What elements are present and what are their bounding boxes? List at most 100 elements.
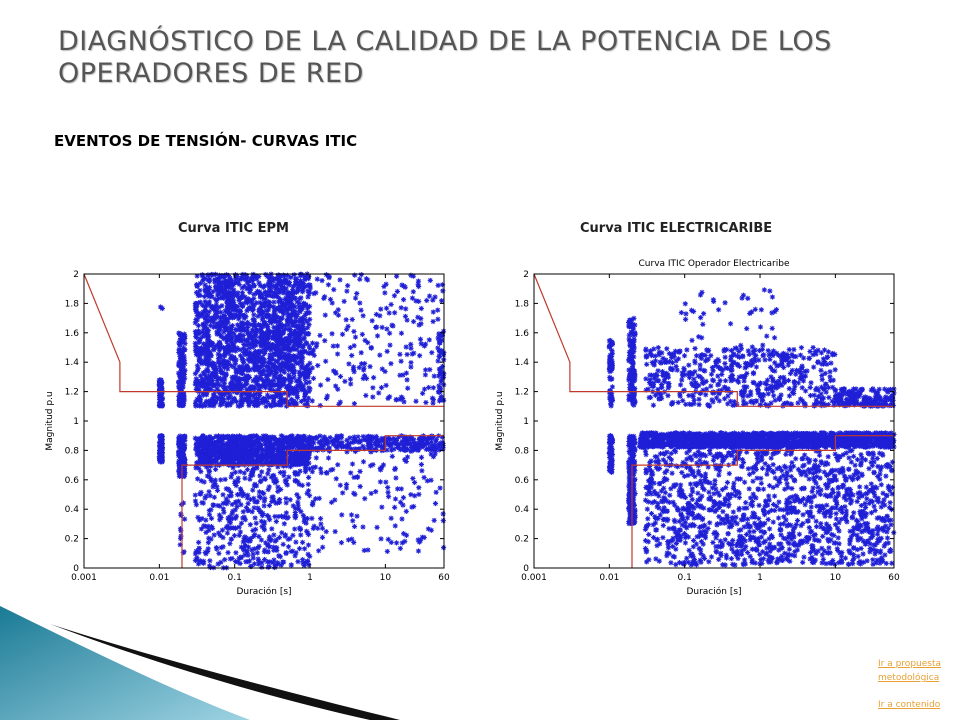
data-point	[285, 544, 292, 550]
data-point	[798, 371, 804, 377]
data-point	[387, 342, 393, 348]
data-point	[227, 556, 233, 562]
data-point	[180, 376, 186, 382]
data-point	[423, 399, 429, 406]
data-point	[277, 352, 283, 358]
data-point	[362, 361, 368, 367]
data-point	[236, 491, 242, 498]
data-point	[626, 392, 632, 399]
data-point	[177, 401, 183, 407]
data-point	[222, 476, 228, 482]
data-point	[299, 279, 305, 285]
data-point	[221, 363, 227, 369]
data-point	[271, 324, 277, 330]
data-point	[221, 509, 227, 515]
data-point	[227, 451, 233, 457]
data-point	[410, 289, 416, 295]
data-point	[725, 365, 731, 371]
data-point	[245, 552, 251, 558]
data-point	[628, 396, 634, 402]
data-point	[385, 484, 391, 491]
data-point	[304, 305, 311, 311]
data-point	[280, 289, 287, 295]
data-point	[696, 382, 702, 389]
data-point	[385, 440, 391, 446]
data-point	[219, 345, 225, 351]
data-point	[217, 503, 223, 509]
data-point	[264, 444, 270, 451]
data-point	[181, 549, 187, 555]
data-point	[432, 451, 438, 457]
data-point	[337, 373, 344, 380]
data-point	[216, 347, 223, 353]
data-point	[283, 399, 290, 405]
data-point	[273, 537, 279, 543]
data-point	[195, 514, 201, 520]
data-point	[827, 378, 834, 384]
data-point	[330, 441, 336, 447]
data-point	[421, 474, 427, 481]
data-point	[417, 434, 424, 440]
data-point	[321, 442, 327, 448]
data-point	[279, 437, 285, 444]
data-point	[351, 434, 357, 440]
data-point	[194, 557, 200, 563]
data-point	[421, 343, 427, 349]
data-point	[230, 296, 236, 302]
data-point	[290, 331, 296, 337]
data-point	[608, 452, 615, 458]
data-point	[250, 399, 256, 405]
data-point	[324, 470, 330, 476]
data-point	[196, 348, 203, 354]
data-point	[300, 513, 306, 519]
data-point	[258, 371, 264, 377]
data-point	[352, 272, 358, 278]
data-point	[333, 443, 339, 449]
data-point	[226, 526, 232, 532]
data-point	[369, 318, 375, 324]
data-point	[232, 454, 238, 460]
data-point	[357, 483, 363, 490]
data-point	[285, 305, 292, 312]
data-point	[329, 331, 335, 337]
data-point	[288, 562, 294, 568]
data-point	[797, 352, 804, 358]
data-point	[420, 440, 426, 447]
data-point	[289, 399, 295, 406]
data-point	[247, 433, 253, 439]
data-point	[237, 353, 244, 359]
data-point	[302, 277, 308, 283]
data-point	[777, 374, 783, 381]
data-point	[385, 435, 391, 442]
data-point	[268, 387, 274, 393]
data-point	[631, 459, 637, 465]
data-point	[338, 441, 344, 447]
data-point	[252, 362, 259, 368]
data-point	[219, 314, 225, 321]
data-point	[629, 384, 636, 390]
data-point	[363, 276, 370, 282]
data-point	[274, 478, 280, 484]
data-point	[261, 323, 267, 329]
data-point	[193, 316, 199, 323]
data-point	[202, 314, 208, 321]
data-point	[283, 295, 289, 301]
data-point	[368, 345, 374, 351]
data-point	[265, 307, 272, 313]
data-point	[235, 375, 241, 381]
data-point	[245, 324, 251, 331]
data-point	[297, 308, 303, 314]
data-point	[269, 526, 275, 532]
data-point	[207, 376, 213, 382]
data-point	[197, 398, 203, 404]
data-point	[197, 450, 203, 456]
data-point	[236, 316, 242, 322]
data-point	[233, 439, 239, 445]
data-point	[439, 298, 445, 304]
data-point	[298, 304, 305, 310]
data-point	[264, 454, 271, 460]
data-point	[216, 512, 223, 518]
data-point	[425, 440, 432, 446]
data-point	[208, 476, 214, 482]
data-point	[405, 446, 411, 452]
